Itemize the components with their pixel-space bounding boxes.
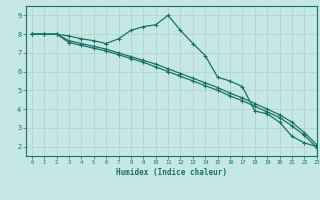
X-axis label: Humidex (Indice chaleur): Humidex (Indice chaleur) — [116, 168, 227, 177]
